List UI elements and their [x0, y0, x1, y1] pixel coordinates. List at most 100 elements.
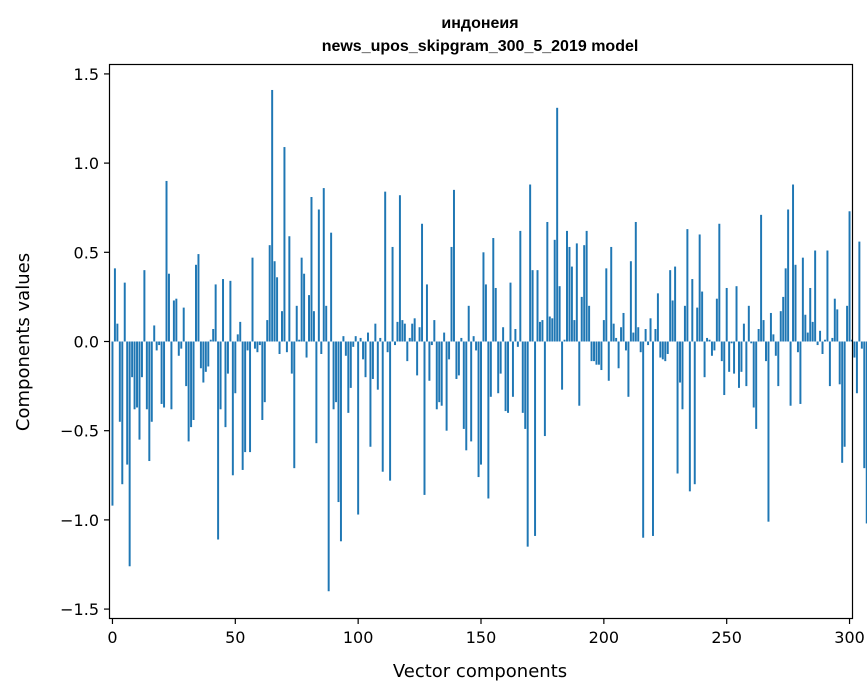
bar-210 [627, 341, 630, 397]
bar-261 [752, 341, 755, 408]
bar-131 [433, 320, 436, 342]
bar-177 [546, 221, 549, 342]
bar-289 [821, 341, 824, 354]
bar-13 [143, 270, 146, 342]
x-axis-label: Vector components [393, 661, 567, 682]
bar-46 [224, 341, 227, 428]
bar-307 [865, 341, 867, 524]
bar-84 [317, 209, 320, 342]
bar-34 [195, 264, 197, 342]
bar-77 [300, 257, 303, 342]
x-tick-label-250: 250 [711, 628, 742, 647]
bar-140 [455, 341, 458, 379]
bar-285 [811, 321, 814, 342]
bar-239 [698, 234, 701, 342]
bar-42 [214, 284, 217, 342]
bar-61 [261, 341, 264, 420]
bar-236 [691, 279, 694, 342]
bar-186 [568, 246, 571, 342]
bar-188 [573, 320, 576, 342]
bar-222 [656, 293, 659, 342]
bar-237 [693, 341, 696, 485]
bar-11 [138, 341, 141, 440]
bar-294 [833, 298, 836, 342]
x-tick-label-300: 300 [834, 628, 865, 647]
bar-103 [364, 341, 367, 378]
x-tick-label-50: 50 [225, 628, 245, 647]
bar-62 [263, 341, 266, 403]
bar-16 [150, 341, 153, 422]
bar-284 [809, 287, 812, 342]
bar-306 [863, 341, 866, 469]
bar-52 [239, 321, 242, 342]
bar-189 [575, 243, 578, 342]
bar-196 [593, 341, 596, 362]
bar-260 [750, 341, 753, 344]
bar-165 [516, 341, 519, 347]
bar-70 [283, 147, 286, 342]
bar-124 [416, 341, 419, 376]
bar-278 [794, 264, 797, 342]
bar-202 [607, 341, 610, 381]
bar-302 [853, 341, 856, 358]
bar-72 [288, 236, 291, 342]
bar-184 [563, 339, 566, 342]
bar-35 [197, 254, 200, 342]
bar-117 [398, 195, 401, 342]
bar-88 [327, 341, 330, 592]
bar-181 [556, 107, 559, 342]
bar-128 [425, 284, 428, 342]
bar-73 [290, 341, 293, 374]
bar-190 [578, 341, 581, 406]
bar-102 [362, 341, 365, 360]
bar-23 [167, 273, 170, 342]
bar-3 [118, 341, 121, 422]
bar-191 [580, 296, 583, 342]
bar-6 [126, 341, 129, 465]
bar-99 [354, 336, 357, 342]
bar-290 [823, 339, 826, 342]
bar-158 [499, 341, 502, 374]
bar-39 [207, 341, 210, 367]
bar-268 [769, 312, 772, 342]
bar-147 [472, 336, 475, 342]
bar-185 [566, 230, 568, 342]
bar-97 [349, 341, 352, 388]
bar-242 [706, 337, 709, 342]
bar-112 [386, 341, 389, 353]
bar-252 [730, 341, 733, 344]
bar-154 [489, 341, 492, 397]
bar-192 [583, 245, 586, 342]
bar-76 [298, 339, 301, 342]
bar-25 [172, 300, 175, 342]
bar-244 [710, 341, 713, 356]
bar-247 [718, 223, 721, 342]
y-axis-label: Components values [13, 253, 34, 431]
bar-213 [634, 221, 637, 342]
bar-71 [285, 341, 288, 353]
bar-151 [482, 252, 485, 342]
y-tick-label-0.5: 0.5 [74, 243, 99, 262]
bar-0 [111, 341, 114, 506]
bar-105 [369, 341, 372, 447]
bar-164 [514, 329, 517, 342]
bar-299 [846, 305, 849, 342]
bar-292 [828, 341, 831, 387]
bar-66 [273, 261, 276, 342]
bar-220 [652, 341, 654, 536]
bar-281 [801, 257, 804, 342]
bar-240 [701, 291, 704, 342]
bar-219 [649, 318, 652, 342]
y-axis-ticks: −1.5 −1.0 −0.5 0.0 0.5 1.0 1.5 [60, 65, 110, 619]
bar-82 [312, 311, 315, 342]
bar-119 [403, 323, 406, 342]
chart-title-line1: индонеия [441, 15, 518, 32]
bar-197 [595, 341, 598, 365]
bar-283 [806, 332, 809, 342]
bar-85 [320, 341, 323, 354]
bar-80 [308, 295, 310, 342]
bar-20 [160, 341, 163, 404]
bar-224 [661, 341, 664, 360]
bar-91 [335, 341, 338, 403]
bar-293 [831, 337, 834, 342]
